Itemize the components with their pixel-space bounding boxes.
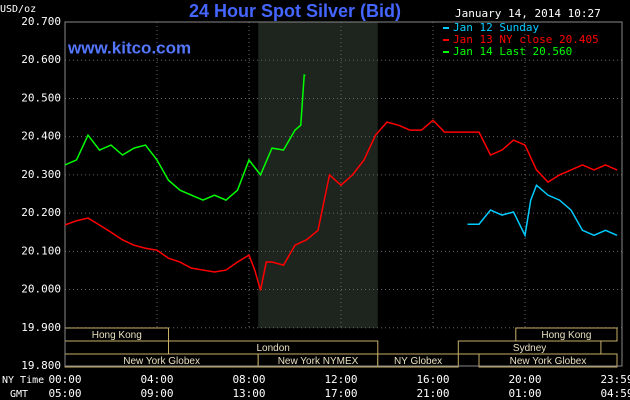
session-label: New York NYMEX [278, 356, 359, 367]
x-axis-label: NY Time [2, 375, 44, 386]
x2-tick-label: 04:59 [600, 387, 630, 400]
x-tick-label: 12:00 [324, 373, 357, 386]
session-label: New York Globex [510, 356, 587, 367]
y-axis-label: USD/oz [0, 4, 36, 15]
x2-axis-label: GMT [10, 389, 28, 400]
legend-label: Jan 12 Sunday [453, 21, 539, 34]
y-tick-label: 20.000 [21, 283, 61, 296]
y-tick-label: 19.900 [21, 321, 61, 334]
session-label: New York Globex [123, 356, 200, 367]
plot-frame [64, 21, 623, 367]
series-line [64, 119, 618, 291]
series-line [467, 183, 618, 238]
chart-title: 24 Hour Spot Silver (Bid) [189, 1, 401, 21]
session-label: NY Globex [394, 356, 442, 367]
x2-tick-label: 01:00 [508, 387, 541, 400]
y-tick-label: 20.400 [21, 130, 61, 143]
x-tick-label: 00:00 [48, 373, 81, 386]
legend-label: Jan 13 NY close 20.405 [453, 33, 599, 46]
x-tick-label: 08:00 [232, 373, 265, 386]
series-line [64, 74, 306, 201]
y-tick-label: 20.100 [21, 244, 61, 257]
x-tick-label: 04:00 [140, 373, 173, 386]
legend-label: Jan 14 Last 20.560 [453, 45, 572, 58]
x-tick-label: 20:00 [508, 373, 541, 386]
x-tick-label: 16:00 [416, 373, 449, 386]
y-tick-label: 20.700 [21, 15, 61, 28]
x2-tick-label: 05:00 [48, 387, 81, 400]
y-tick-label: 20.200 [21, 206, 61, 219]
x2-tick-label: 21:00 [416, 387, 449, 400]
y-tick-label: 20.600 [21, 53, 61, 66]
session-label: Sydney [513, 343, 546, 354]
y-tick-label: 19.800 [21, 359, 61, 372]
x2-tick-label: 09:00 [140, 387, 173, 400]
session-bar [478, 353, 618, 368]
x-tick-label: 23:59 [600, 373, 630, 386]
y-tick-label: 20.300 [21, 168, 61, 181]
session-label: Hong Kong [92, 330, 142, 341]
session-label: Hong Kong [541, 330, 591, 341]
session-bar [377, 353, 459, 368]
timestamp: January 14, 2014 10:27 [455, 7, 601, 20]
session-label: London [256, 343, 289, 354]
y-tick-label: 20.500 [21, 91, 61, 104]
x2-tick-label: 13:00 [232, 387, 265, 400]
x2-tick-label: 17:00 [324, 387, 357, 400]
watermark: www.kitco.com [67, 38, 191, 57]
